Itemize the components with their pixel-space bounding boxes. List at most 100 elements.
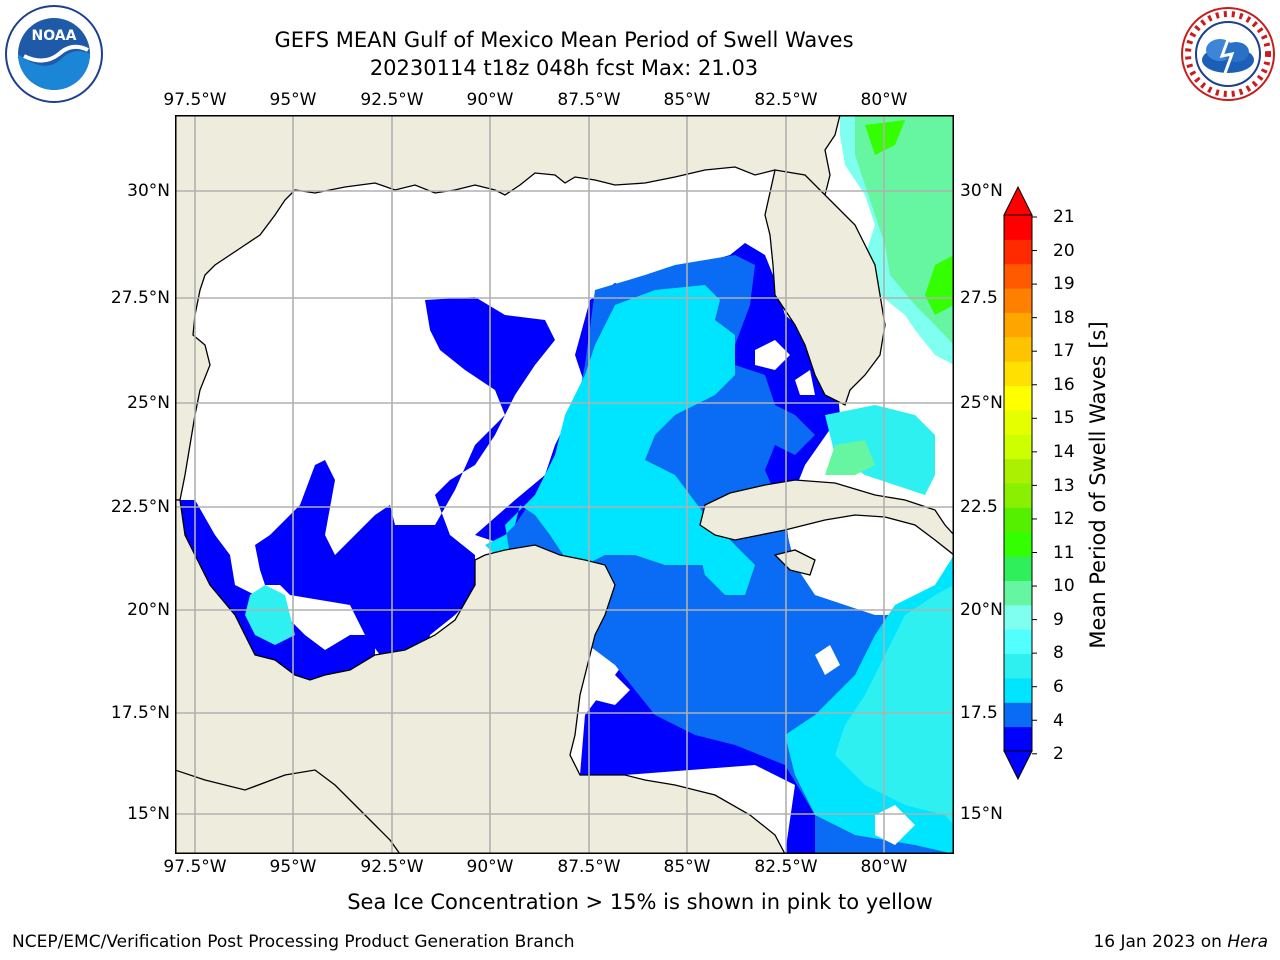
swell-2s-coast <box>180 500 375 680</box>
map-frame <box>175 115 954 854</box>
lon-label-bottom: 95°W <box>269 857 317 877</box>
colorbar-tick: 4 <box>1053 711 1064 731</box>
colorbar-tick: 16 <box>1053 375 1075 395</box>
lon-label-top: 97.5°W <box>163 90 227 110</box>
map-gridlines <box>175 115 954 854</box>
colorbar-segment <box>1004 677 1032 703</box>
lon-label-top: 85°W <box>663 90 711 110</box>
nodata-hole <box>445 513 465 535</box>
land-florida <box>764 169 886 406</box>
date-stamp: 16 Jan 2023 on Hera <box>1093 932 1268 952</box>
host-text: Hera <box>1227 932 1268 952</box>
land-masses <box>174 114 955 855</box>
colorbar-segment <box>1004 702 1032 728</box>
lon-label-top: 87.5°W <box>557 90 621 110</box>
colorbar-tick: 15 <box>1053 408 1075 428</box>
colorbar-tick: 19 <box>1053 274 1075 294</box>
colorbar-tick: 8 <box>1053 643 1064 663</box>
colorbar-segment <box>1004 531 1032 557</box>
colorbar-segment <box>1004 312 1032 338</box>
colorbar-tick: 6 <box>1053 677 1064 697</box>
colorbar-segment <box>1004 726 1032 752</box>
colorbar-segment <box>1004 604 1032 630</box>
lon-label-bottom: 92.5°W <box>360 857 424 877</box>
noaa-logo-icon: NOAA <box>4 4 104 104</box>
nodata-hole <box>595 675 630 705</box>
lon-label-top: 95°W <box>269 90 317 110</box>
colorbar-extend-max <box>1003 185 1033 216</box>
land-mexico <box>174 499 787 855</box>
colorbar-label: Mean Period of Swell Waves [s] <box>1086 321 1110 649</box>
swell-6s-straits <box>825 405 935 495</box>
swell-10s-patch <box>865 120 905 155</box>
colorbar-segment <box>1004 409 1032 435</box>
lon-label-top: 90°W <box>466 90 514 110</box>
lat-label-right: 30°N <box>960 181 1003 201</box>
colorbar-segment <box>1004 629 1032 655</box>
lat-label-left: 27.5°N <box>110 288 170 308</box>
colorbar-segment <box>1004 361 1032 387</box>
colorbar-tick: 21 <box>1053 207 1075 227</box>
lat-label-right: 22.5 <box>960 497 998 517</box>
nodata-hole <box>875 805 915 845</box>
colorbar-segment <box>1004 336 1032 362</box>
colorbar-graphic <box>1003 185 1037 781</box>
lon-label-bottom: 85°W <box>663 857 711 877</box>
lat-label-left: 20°N <box>127 600 170 620</box>
svg-text:NOAA: NOAA <box>32 28 77 44</box>
nodata-hole <box>815 645 840 675</box>
lon-label-top: 92.5°W <box>360 90 424 110</box>
lon-label-bottom: 80°W <box>860 857 908 877</box>
lon-label-top: 82.5°W <box>754 90 818 110</box>
colorbar-extend-min <box>1003 750 1033 781</box>
colorbar-tick: 2 <box>1053 744 1064 764</box>
nws-logo-icon <box>1178 4 1278 104</box>
lat-label-right: 25°N <box>960 393 1003 413</box>
colorbar-tick: 13 <box>1053 476 1075 496</box>
colorbar-segment <box>1004 215 1032 240</box>
colorbar-tick: 17 <box>1053 341 1075 361</box>
colorbar-tick: 20 <box>1053 241 1075 261</box>
lat-label-right: 20°N <box>960 600 1003 620</box>
swell-9s-straits <box>825 440 875 475</box>
swell-4s-cuba <box>695 535 755 595</box>
lon-label-bottom: 90°W <box>466 857 514 877</box>
land-cuba <box>699 479 955 557</box>
lon-label-bottom: 87.5°W <box>557 857 621 877</box>
colorbar-tick: 10 <box>1053 576 1075 596</box>
colorbar-segment <box>1004 483 1032 508</box>
colorbar-frame <box>1003 214 1033 752</box>
land-isla-juventud <box>773 549 816 576</box>
nodata-hole <box>795 370 815 395</box>
map-subtitle: 20230114 t18z 048h fcst Max: 21.03 <box>369 56 759 80</box>
nodata-hole <box>755 340 790 370</box>
colorbar-tick: 12 <box>1053 509 1075 529</box>
lat-label-right: 27.5 <box>960 288 998 308</box>
lat-label-right: 17.5 <box>960 703 998 723</box>
colorbar-segment <box>1004 385 1032 411</box>
lat-label-left: 22.5°N <box>110 497 170 517</box>
lat-label-right: 15°N <box>960 804 1003 824</box>
colorbar-segment <box>1004 239 1032 265</box>
colorbar-segment <box>1004 507 1032 533</box>
colorbar-segment <box>1004 288 1032 313</box>
lat-label-left: 25°N <box>127 393 170 413</box>
swell-6s-bay <box>245 585 295 645</box>
colorbar-segment <box>1004 263 1032 289</box>
lon-label-bottom: 97.5°W <box>163 857 227 877</box>
colorbar-tick: 11 <box>1053 543 1075 563</box>
colorbar <box>1000 185 1040 781</box>
colorbar-tick: 9 <box>1053 610 1064 630</box>
land-north-america <box>174 114 841 501</box>
lat-label-left: 15°N <box>127 804 170 824</box>
colorbar-segment <box>1004 458 1032 484</box>
map-title: GEFS MEAN Gulf of Mexico Mean Period of … <box>274 28 854 52</box>
lon-label-bottom: 82.5°W <box>754 857 818 877</box>
sea-ice-note: Sea Ice Concentration > 15% is shown in … <box>347 890 933 914</box>
map-panel <box>174 114 955 855</box>
lat-label-left: 30°N <box>127 181 170 201</box>
colorbar-segment <box>1004 556 1032 581</box>
colorbar-segment <box>1004 653 1032 679</box>
swell-6s-caribbean <box>835 585 954 825</box>
colorbar-segment <box>1004 434 1032 460</box>
